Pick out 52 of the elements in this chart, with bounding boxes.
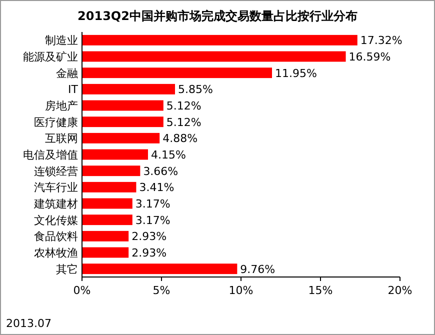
bar [82, 149, 148, 160]
data-label: 3.17% [135, 198, 170, 210]
data-label: 2.93% [132, 230, 167, 244]
chart-title: 2013Q2中国并购市场完成交易数量占比按行业分布 [78, 9, 358, 23]
y-tick-label: 食品饮料 [34, 230, 78, 244]
bar [82, 132, 160, 144]
data-label: 5.12% [166, 116, 202, 129]
y-tick-label: 金融 [56, 66, 78, 80]
bar [82, 68, 272, 78]
bar [82, 264, 238, 274]
y-tick-label: 医疗健康 [34, 116, 78, 129]
data-label: 5.12% [166, 100, 202, 112]
data-label: 3.17% [135, 214, 170, 227]
bar [82, 51, 346, 62]
data-label: 11.95% [275, 66, 317, 80]
data-label: 9.76% [240, 262, 276, 276]
data-label: 4.15% [150, 148, 186, 162]
data-label: 3.41% [139, 181, 174, 194]
y-tick-label: 制造业 [45, 34, 78, 48]
bar [82, 247, 129, 258]
y-tick-label: 能源及矿业 [23, 50, 78, 64]
x-tick-label: 20% [388, 284, 412, 297]
data-label: 3.66% [143, 164, 178, 178]
x-tick-label: 15% [308, 284, 333, 297]
x-tick-label: 0% [73, 284, 91, 297]
bar [82, 34, 358, 46]
text: 2013.07 [6, 317, 52, 330]
y-tick-label: 其它 [56, 262, 78, 276]
data-label: 17.32% [360, 34, 402, 48]
y-tick-label: 文化传媒 [34, 214, 78, 227]
x-tick-label: 10% [228, 284, 254, 297]
data-label: 16.59% [348, 50, 391, 64]
data-label: 4.88% [162, 132, 198, 146]
data-label: 2.93% [132, 246, 167, 260]
y-tick-label: 电信及增值 [23, 148, 78, 162]
y-tick-label: 互联网 [45, 132, 78, 146]
bar [82, 166, 140, 176]
x-tick-label: 5% [152, 284, 170, 297]
y-tick-label: 连锁经营 [34, 164, 78, 178]
y-tick-label: 房地产 [45, 100, 78, 112]
bar [82, 214, 132, 226]
y-tick-label: IT [68, 83, 78, 96]
data-label: 5.85% [178, 83, 213, 96]
y-tick-label: 农林牧渔 [34, 246, 78, 260]
bar [82, 182, 136, 192]
bar [82, 116, 164, 128]
bar [82, 100, 164, 111]
bar [82, 230, 129, 242]
y-tick-label: 建筑建材 [33, 198, 78, 210]
bar [82, 84, 176, 94]
y-tick-label: 汽车行业 [34, 181, 78, 194]
bar [82, 198, 132, 209]
